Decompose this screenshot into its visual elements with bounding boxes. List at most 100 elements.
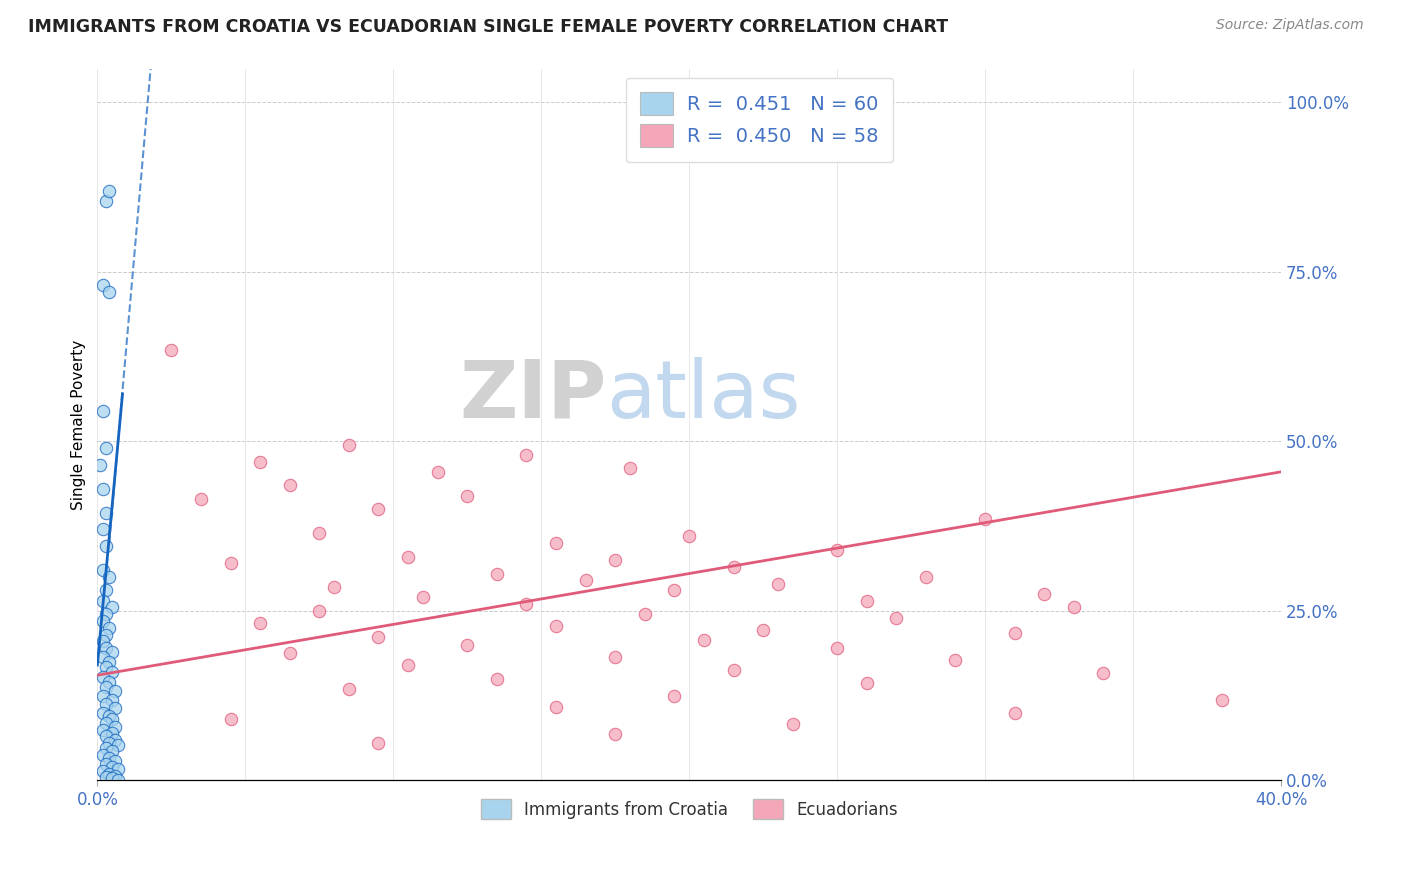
Point (412, 591, 434, 605)
Point (101, 600, 124, 615)
Point (515, 448, 537, 462)
Point (308, 525, 330, 540)
Point (426, 465, 449, 479)
Point (96, 729, 118, 743)
Point (664, 583, 686, 598)
Point (98, 184, 121, 198)
Y-axis label: Single Female Poverty: Single Female Poverty (72, 339, 86, 509)
Point (1004, 706, 1026, 720)
Point (98, 709, 121, 723)
Point (96, 194, 118, 208)
Point (278, 478, 301, 492)
Point (89, 458, 111, 472)
Point (323, 580, 346, 594)
Point (96, 698, 118, 712)
Point (782, 717, 804, 731)
Point (219, 557, 242, 571)
Point (855, 593, 877, 607)
Point (605, 553, 627, 567)
Point (664, 689, 686, 703)
Point (104, 701, 127, 715)
Point (101, 712, 124, 726)
Point (367, 502, 389, 516)
Point (101, 771, 124, 785)
Point (91, 614, 114, 628)
Point (91, 747, 114, 762)
Point (515, 597, 537, 611)
Point (96, 607, 118, 622)
Point (825, 542, 848, 557)
Point (91, 593, 114, 607)
Point (91, 764, 114, 779)
Point (915, 570, 938, 584)
Point (190, 491, 212, 506)
Point (693, 632, 716, 647)
Point (1033, 587, 1056, 601)
Point (337, 681, 360, 696)
Point (544, 619, 567, 633)
Point (101, 726, 124, 740)
Point (605, 727, 627, 741)
Point (107, 763, 129, 777)
Point (396, 549, 419, 564)
Point (96, 741, 118, 756)
Point (723, 664, 745, 678)
Point (107, 772, 129, 787)
Point (104, 720, 127, 734)
Point (91, 723, 114, 738)
Point (544, 700, 567, 714)
Point (96, 540, 118, 554)
Point (101, 760, 124, 774)
Point (278, 646, 301, 660)
Point (544, 536, 567, 550)
Point (456, 489, 478, 503)
Legend: Immigrants from Croatia, Ecuadorians: Immigrants from Croatia, Ecuadorians (474, 793, 904, 825)
Point (98, 621, 121, 635)
Point (96, 506, 118, 520)
Point (752, 623, 775, 637)
Point (249, 455, 271, 469)
Point (91, 649, 114, 664)
Point (825, 641, 848, 656)
Point (974, 512, 997, 526)
Point (91, 706, 114, 720)
Point (91, 563, 114, 577)
Text: Source: ZipAtlas.com: Source: ZipAtlas.com (1216, 18, 1364, 32)
Text: IMMIGRANTS FROM CROATIA VS ECUADORIAN SINGLE FEMALE POVERTY CORRELATION CHART: IMMIGRANTS FROM CROATIA VS ECUADORIAN SI… (28, 18, 948, 36)
Point (96, 627, 118, 641)
Point (101, 693, 124, 707)
Point (104, 732, 127, 747)
Point (104, 683, 127, 698)
Point (574, 574, 596, 588)
Point (605, 649, 627, 664)
Point (96, 680, 118, 694)
Point (945, 653, 967, 667)
Point (98, 751, 121, 765)
Point (1092, 666, 1115, 681)
Point (96, 770, 118, 784)
Point (101, 665, 124, 679)
Point (766, 576, 789, 591)
Point (619, 461, 641, 475)
Point (98, 655, 121, 669)
Point (634, 607, 657, 622)
Point (96, 641, 118, 656)
Point (485, 566, 508, 581)
Point (98, 766, 121, 780)
Point (96, 660, 118, 674)
Point (98, 285, 121, 300)
Point (1004, 625, 1026, 640)
Point (98, 675, 121, 690)
Point (855, 676, 877, 690)
Point (249, 615, 271, 630)
Point (723, 559, 745, 574)
Point (160, 343, 183, 357)
Point (91, 404, 114, 418)
Point (884, 610, 907, 624)
Point (456, 638, 478, 652)
Point (308, 604, 330, 618)
Point (107, 738, 129, 752)
Text: ZIP: ZIP (458, 357, 606, 435)
Point (96, 583, 118, 598)
Point (96, 757, 118, 772)
